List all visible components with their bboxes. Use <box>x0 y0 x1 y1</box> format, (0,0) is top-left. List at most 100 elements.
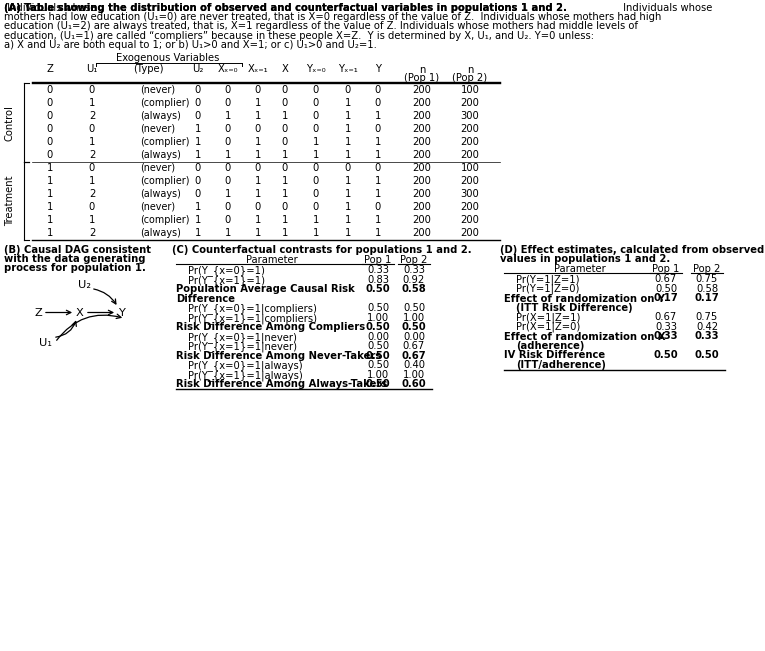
Text: 1: 1 <box>225 111 231 121</box>
Text: 2: 2 <box>89 150 95 160</box>
Text: 300: 300 <box>461 111 480 121</box>
Text: 1: 1 <box>282 228 288 238</box>
Text: (C) Counterfactual contrasts for populations 1 and 2.: (C) Counterfactual contrasts for populat… <box>172 245 472 255</box>
Text: 1: 1 <box>195 150 201 160</box>
Text: 200: 200 <box>461 228 480 238</box>
Text: 0.42: 0.42 <box>696 322 718 332</box>
Text: Risk Difference Among Never-Takers: Risk Difference Among Never-Takers <box>176 351 381 361</box>
Text: 0.00: 0.00 <box>367 332 389 342</box>
Text: 1: 1 <box>47 215 54 225</box>
Text: 0: 0 <box>89 163 95 173</box>
Text: Parameter: Parameter <box>554 264 606 274</box>
Text: 0.58: 0.58 <box>696 284 718 294</box>
Text: Effect of randomization on Y: Effect of randomization on Y <box>504 294 665 303</box>
Text: Effect of randomization on X: Effect of randomization on X <box>504 331 666 342</box>
Text: 0: 0 <box>313 124 319 134</box>
Text: 0: 0 <box>225 98 231 108</box>
Text: education, (U₁=1) are called “compliers” because in these people X=Z.  Y is dete: education, (U₁=1) are called “compliers”… <box>4 31 594 40</box>
Text: 0: 0 <box>195 111 201 121</box>
Text: Xₓ₌₀: Xₓ₌₀ <box>218 64 239 74</box>
Text: n: n <box>418 65 425 75</box>
Text: 0: 0 <box>375 163 381 173</box>
Text: 0.67: 0.67 <box>655 275 677 284</box>
Text: 1.00: 1.00 <box>403 370 425 380</box>
Text: 0: 0 <box>345 85 351 95</box>
Text: Y: Y <box>375 64 381 74</box>
Text: 200: 200 <box>412 215 431 225</box>
Text: 0.50: 0.50 <box>403 303 425 313</box>
Text: 300: 300 <box>461 189 480 199</box>
Text: Pr(Y_{x=1}=1): Pr(Y_{x=1}=1) <box>188 275 265 286</box>
Text: 0.50: 0.50 <box>695 350 719 360</box>
Text: 2: 2 <box>89 228 95 238</box>
Text: 1: 1 <box>375 176 381 186</box>
Text: Yₓ₌₀: Yₓ₌₀ <box>306 64 326 74</box>
Text: 0: 0 <box>89 202 95 212</box>
Text: 0.33: 0.33 <box>695 331 719 341</box>
Text: Treatment: Treatment <box>5 176 15 226</box>
Text: (never): (never) <box>140 85 175 95</box>
Text: Parameter: Parameter <box>246 255 298 265</box>
Text: 0: 0 <box>195 176 201 186</box>
Text: 1: 1 <box>375 111 381 121</box>
Text: 200: 200 <box>461 124 480 134</box>
Text: 0: 0 <box>313 163 319 173</box>
Text: 0.00: 0.00 <box>403 332 425 342</box>
Text: 0: 0 <box>225 215 231 225</box>
Text: 0: 0 <box>313 85 319 95</box>
Text: 0.60: 0.60 <box>402 380 426 389</box>
Text: 0.33: 0.33 <box>403 266 425 275</box>
Text: 100: 100 <box>461 85 480 95</box>
Text: 0: 0 <box>375 85 381 95</box>
Text: 0: 0 <box>47 85 53 95</box>
Text: 200: 200 <box>412 137 431 147</box>
Text: 1: 1 <box>345 137 351 147</box>
Text: 200: 200 <box>412 85 431 95</box>
Text: Yₓ₌₁: Yₓ₌₁ <box>338 64 358 74</box>
Text: 1: 1 <box>195 202 201 212</box>
Text: n: n <box>467 65 474 75</box>
Text: 0.50: 0.50 <box>366 351 390 361</box>
Text: Exogenous Variables: Exogenous Variables <box>116 53 220 63</box>
Text: 1: 1 <box>345 98 351 108</box>
Text: 1: 1 <box>282 150 288 160</box>
Text: Pop 1: Pop 1 <box>364 255 392 265</box>
Text: 1: 1 <box>345 111 351 121</box>
Text: 1: 1 <box>255 137 261 147</box>
Text: 1: 1 <box>313 150 319 160</box>
Text: (always): (always) <box>140 150 181 160</box>
Text: 0.33: 0.33 <box>654 331 679 341</box>
Text: Risk Difference Among Always-Takers: Risk Difference Among Always-Takers <box>176 380 387 389</box>
Text: 0.75: 0.75 <box>696 275 718 284</box>
Text: (always): (always) <box>140 189 181 199</box>
Text: (Pop 2): (Pop 2) <box>452 73 487 83</box>
Text: 1.00: 1.00 <box>367 370 389 380</box>
Text: with the data generating: with the data generating <box>4 254 145 264</box>
Text: 0: 0 <box>195 85 201 95</box>
Text: 1: 1 <box>375 150 381 160</box>
Text: Pr(Y_{x=0}=1|compliers): Pr(Y_{x=0}=1|compliers) <box>188 303 317 314</box>
Text: 1: 1 <box>195 215 201 225</box>
Text: Z: Z <box>47 64 54 74</box>
Text: (never): (never) <box>140 202 175 212</box>
Text: 0: 0 <box>47 150 53 160</box>
Text: 200: 200 <box>461 98 480 108</box>
Text: a) X and U₂ are both equal to 1; or b) U₁>0 and X=1; or c) U₁>0 and U₂=1.: a) X and U₂ are both equal to 1; or b) U… <box>4 40 377 49</box>
Text: 200: 200 <box>412 228 431 238</box>
Text: 1: 1 <box>255 228 261 238</box>
Text: 1: 1 <box>47 202 54 212</box>
Text: Pr(Y_{x=0}=1|never): Pr(Y_{x=0}=1|never) <box>188 332 297 342</box>
Text: 0.58: 0.58 <box>402 284 426 294</box>
Text: (Pop 1): (Pop 1) <box>405 73 440 83</box>
Text: 0.50: 0.50 <box>402 322 426 332</box>
Text: 1: 1 <box>255 150 261 160</box>
Text: X: X <box>76 307 84 318</box>
Text: Pr(Y=1|Z=1): Pr(Y=1|Z=1) <box>516 275 580 285</box>
Text: process for population 1.: process for population 1. <box>4 263 146 273</box>
Text: 1: 1 <box>255 215 261 225</box>
Text: 200: 200 <box>412 124 431 134</box>
Text: 200: 200 <box>412 176 431 186</box>
Text: 0: 0 <box>255 163 261 173</box>
Text: (always): (always) <box>140 111 181 121</box>
Text: 1: 1 <box>47 228 54 238</box>
